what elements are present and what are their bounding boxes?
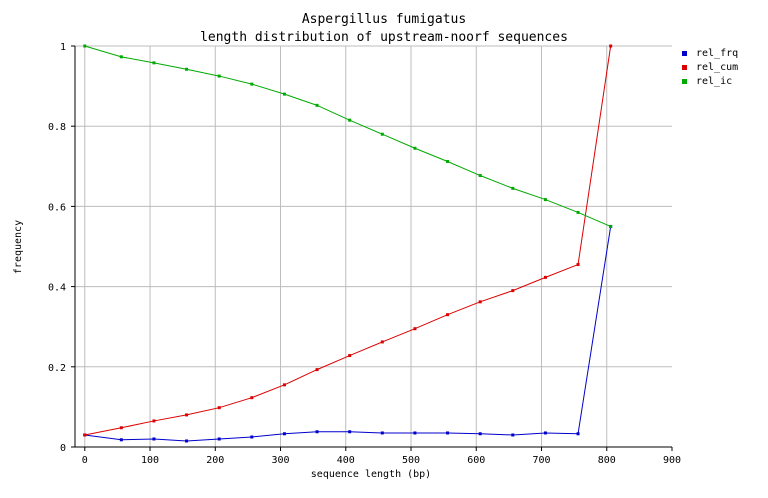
data-point-rel_ic [348,118,352,122]
data-point-rel_cum [152,419,156,423]
axes [71,45,673,451]
y-tick-label: 0.2 [48,363,66,374]
legend-label-rel_ic: rel_ic [696,76,732,87]
x-tick-label: 800 [598,455,616,466]
x-tick-label: 700 [532,455,550,466]
x-axis-title: sequence length (bp) [311,469,431,480]
x-tick-label: 0 [82,455,88,466]
x-tick-label: 300 [271,455,289,466]
data-point-rel_cum [413,327,417,331]
series-layer [83,44,613,443]
data-point-rel_frq [250,435,254,439]
data-point-rel_ic [315,103,319,107]
data-point-rel_cum [576,263,580,267]
data-point-rel_cum [380,340,384,344]
y-tick-label: 0.6 [48,202,66,213]
x-tick-label: 600 [467,455,485,466]
data-point-rel_frq [282,432,286,436]
data-point-rel_frq [543,431,547,435]
data-point-rel_cum [119,426,123,430]
x-tick-label: 100 [141,455,159,466]
data-point-rel_frq [217,437,221,441]
data-point-rel_frq [576,432,580,436]
data-point-rel_frq [315,430,319,434]
data-point-rel_ic [83,44,87,48]
data-point-rel_cum [478,300,482,304]
data-point-rel_frq [478,432,482,436]
tick-labels: 0 100 200 300 400 500 600 700 800 900 0 0.2 0.4 0.6 0.… [48,42,681,466]
data-point-rel_ic [543,198,547,202]
data-point-rel_ic [446,159,450,163]
data-point-rel_frq [511,433,515,437]
legend: rel_frq rel_cum rel_ic [682,48,738,87]
data-point-rel_ic [380,132,384,136]
chart-title: Aspergillus fumigatus [302,12,466,27]
data-point-rel_ic [250,82,254,86]
data-point-rel_ic [576,210,580,214]
data-point-rel_frq [119,438,123,442]
grid [75,45,672,447]
data-point-rel_frq [348,430,352,434]
data-point-rel_ic [609,224,613,228]
data-point-rel_cum [217,406,221,410]
data-point-rel_frq [152,437,156,441]
data-point-rel_cum [282,383,286,387]
legend-label-rel_cum: rel_cum [696,62,738,73]
x-tick-label: 900 [663,455,681,466]
chart-subtitle: length distribution of upstream-noorf se… [200,30,568,45]
data-point-rel_ic [152,61,156,65]
y-axis-title: frequency [13,220,24,274]
data-point-rel_frq [380,431,384,435]
data-point-rel_ic [119,55,123,59]
y-tick-label: 0.4 [48,283,66,294]
data-point-rel_frq [413,431,417,435]
x-tick-label: 200 [206,455,224,466]
y-tick-label: 0 [60,443,66,454]
data-point-rel_cum [511,289,515,293]
data-point-rel_ic [185,67,189,71]
legend-label-rel_frq: rel_frq [696,48,738,59]
data-point-rel_ic [478,174,482,178]
data-point-rel_cum [185,413,189,417]
data-point-rel_frq [185,439,189,443]
data-point-rel_ic [511,186,515,190]
data-point-rel_ic [413,146,417,150]
data-point-rel_cum [446,313,450,317]
legend-marker-rel_ic [682,79,687,84]
x-tick-label: 500 [402,455,420,466]
legend-marker-rel_frq [682,51,687,56]
data-point-rel_ic [282,92,286,96]
data-point-rel_cum [348,354,352,358]
data-point-rel_cum [250,396,254,400]
data-point-rel_frq [446,431,450,435]
data-point-rel_cum [543,275,547,279]
data-point-rel_cum [609,44,613,48]
y-tick-label: 1 [60,42,66,53]
data-point-rel_cum [83,433,87,437]
data-point-rel_ic [217,74,221,78]
y-tick-label: 0.8 [48,122,66,133]
data-point-rel_cum [315,368,319,372]
x-tick-label: 400 [337,455,355,466]
legend-marker-rel_cum [682,65,687,70]
